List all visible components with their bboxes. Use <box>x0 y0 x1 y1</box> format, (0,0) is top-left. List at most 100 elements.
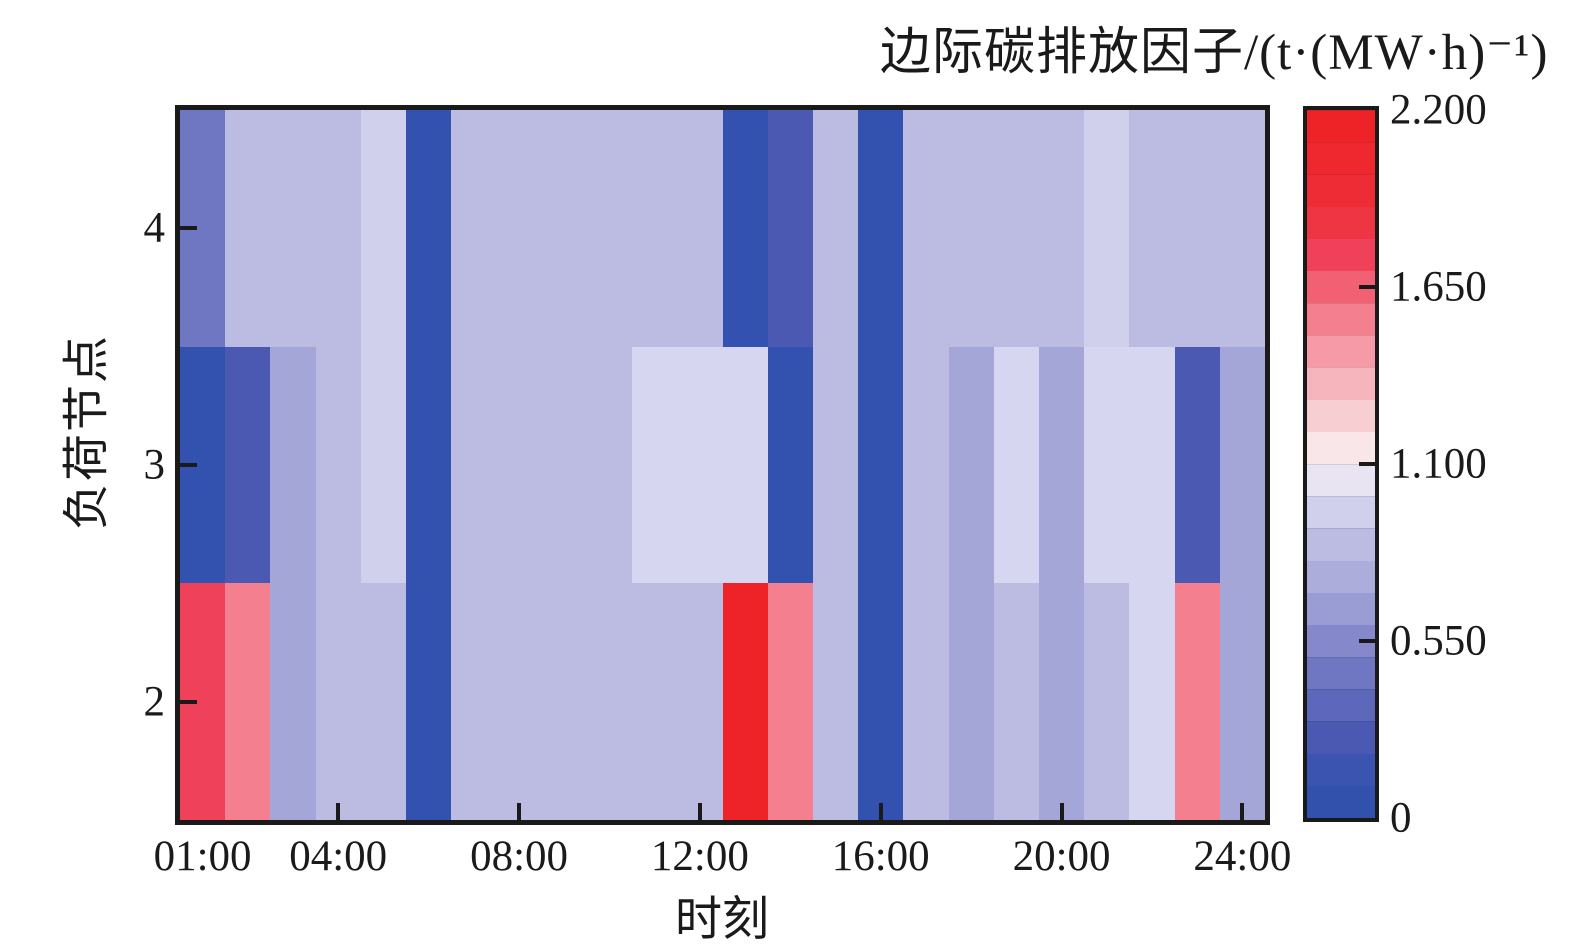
heatmap-cell <box>1038 583 1086 821</box>
heatmap-cell <box>225 346 272 584</box>
x-tick-mark <box>517 803 522 820</box>
heatmap-cell <box>1174 346 1222 584</box>
heatmap-cell <box>406 110 453 348</box>
heatmap-cell <box>541 583 589 821</box>
colorbar-segment <box>1307 334 1375 368</box>
colorbar-segment <box>1307 206 1375 239</box>
heatmap-cell <box>677 346 724 584</box>
heatmap-cell <box>722 110 770 348</box>
heatmap-cell <box>632 110 679 348</box>
colorbar-segment <box>1307 720 1375 754</box>
heatmap-cell <box>360 346 408 584</box>
x-tick-mark <box>1059 803 1064 820</box>
heatmap-cell <box>270 583 318 821</box>
x-tick-label: 04:00 <box>289 833 388 880</box>
colorbar-gradient <box>1307 109 1375 818</box>
plot-frame <box>175 105 1270 825</box>
colorbar-tick-mark <box>1359 639 1375 643</box>
heatmap-cell <box>225 110 272 348</box>
x-tick-label: 20:00 <box>1012 833 1111 880</box>
x-tick-mark <box>878 803 883 820</box>
heatmap-cell <box>993 346 1041 584</box>
heatmap-cell <box>315 583 363 821</box>
heatmap-cell <box>496 583 544 821</box>
heatmap-cell <box>767 346 815 584</box>
colorbar <box>1303 106 1379 822</box>
heatmap-cell <box>1219 110 1266 348</box>
heatmap-grid <box>180 110 1266 821</box>
heatmap-cell <box>1038 346 1086 584</box>
colorbar-segment <box>1307 688 1375 722</box>
heatmap-cell <box>948 346 996 584</box>
heatmap-cell <box>632 583 679 821</box>
heatmap-cell <box>812 110 860 348</box>
colorbar-segment <box>1307 302 1375 336</box>
heatmap-cell <box>1084 346 1131 584</box>
y-tick-mark <box>180 699 197 704</box>
y-tick-mark <box>180 463 197 467</box>
colorbar-segment <box>1307 560 1375 593</box>
heatmap-cell <box>722 346 770 584</box>
heatmap-cell <box>903 110 951 348</box>
x-tick-mark <box>1240 803 1245 820</box>
colorbar-tick-label: 0 <box>1390 794 1412 842</box>
y-tick-label: 3 <box>143 441 166 489</box>
heatmap-cell <box>360 110 408 348</box>
heatmap-cell <box>858 583 905 821</box>
heatmap-cell <box>451 346 498 584</box>
heatmap-cell <box>1084 110 1131 348</box>
heatmap-cell <box>903 583 951 821</box>
colorbar-segment <box>1307 109 1375 143</box>
heatmap-cell <box>993 583 1041 821</box>
x-tick-label: 16:00 <box>831 833 930 880</box>
heatmap-cell <box>948 110 996 348</box>
colorbar-segment <box>1307 785 1375 818</box>
heatmap-cell <box>225 583 272 821</box>
heatmap-cell <box>903 346 951 584</box>
heatmap-cell <box>812 346 860 584</box>
colorbar-tick-label: 1.100 <box>1390 440 1487 488</box>
colorbar-segment <box>1307 399 1375 432</box>
heatmap-cell <box>586 110 634 348</box>
colorbar-tick-label: 0.550 <box>1390 617 1487 665</box>
colorbar-segment <box>1307 527 1375 561</box>
heatmap-cell <box>812 583 860 821</box>
colorbar-tick-label: 2.200 <box>1390 86 1487 134</box>
colorbar-segment <box>1307 141 1375 175</box>
heatmap-cell <box>315 110 363 348</box>
heatmap-cell <box>270 110 318 348</box>
heatmap-cell <box>1084 583 1131 821</box>
y-tick-mark <box>180 226 197 231</box>
heatmap-cell <box>496 110 544 348</box>
colorbar-tick-mark <box>1359 285 1375 289</box>
x-tick-label: 08:00 <box>470 833 569 880</box>
heatmap-cell <box>406 583 453 821</box>
x-tick-mark <box>336 803 341 820</box>
x-tick-label: 01:00 <box>153 833 252 880</box>
colorbar-segment <box>1307 495 1375 529</box>
heatmap-cell <box>1129 346 1177 584</box>
x-tick-label: 24:00 <box>1193 833 1292 880</box>
heatmap-cell <box>632 346 679 584</box>
x-tick-mark <box>697 803 702 820</box>
colorbar-segment <box>1307 592 1375 625</box>
heatmap-cell <box>541 110 589 348</box>
heatmap-cell <box>541 346 589 584</box>
heatmap-cell <box>1174 110 1222 348</box>
heatmap-cell <box>315 346 363 584</box>
heatmap-cell <box>767 110 815 348</box>
colorbar-tick-mark <box>1359 462 1375 466</box>
heatmap-cell <box>451 583 498 821</box>
y-tick-label: 4 <box>143 204 166 252</box>
colorbar-segment <box>1307 366 1375 400</box>
heatmap-cell <box>586 346 634 584</box>
heatmap-cell <box>360 583 408 821</box>
colorbar-segment <box>1307 656 1375 690</box>
colorbar-segment <box>1307 173 1375 207</box>
heatmap-cell <box>1219 583 1266 821</box>
heatmap-cell <box>1219 346 1266 584</box>
heatmap-cell <box>1129 110 1177 348</box>
y-axis-title: 负荷节点 <box>61 334 114 530</box>
colorbar-segment <box>1307 753 1375 786</box>
